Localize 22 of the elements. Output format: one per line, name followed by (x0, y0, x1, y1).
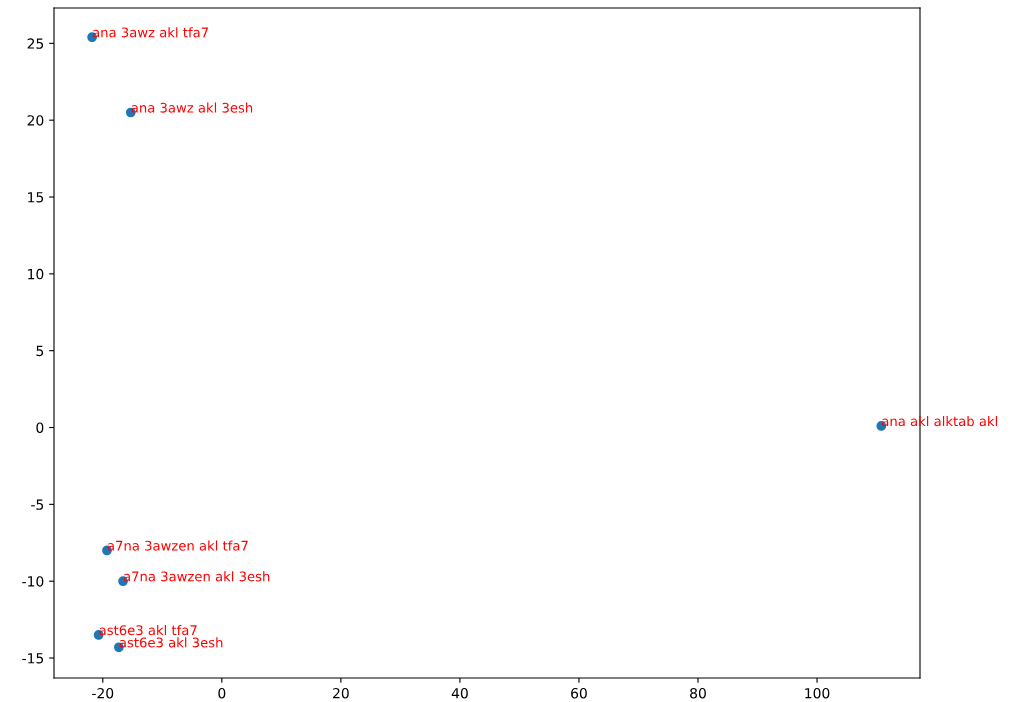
y-tick-label: -5 (31, 499, 44, 510)
x-tick-label: 100 (805, 687, 830, 699)
x-tick-label: 20 (333, 687, 349, 699)
y-tick-label: 15 (28, 192, 44, 203)
x-tick-label: 80 (690, 687, 706, 699)
y-tick-label: 20 (27, 115, 44, 126)
y-tick-label: -10 (22, 576, 44, 587)
annotation: ast6e3 akl 3esh (119, 637, 223, 648)
y-tick-label: 0 (36, 422, 44, 433)
annotation: ana 3awz akl 3esh (131, 102, 253, 113)
annotation: a7na 3awzen akl 3esh (123, 571, 270, 582)
y-tick-label: 25 (27, 38, 44, 49)
y-tick-label: 5 (36, 345, 44, 357)
x-tick-label: 40 (451, 687, 468, 699)
annotation: a7na 3awzen akl tfa7 (107, 540, 248, 551)
x-tick-label: 60 (571, 687, 587, 699)
y-tick-label: -15 (22, 653, 44, 664)
annotation: ana 3awz akl tfa7 (92, 27, 208, 38)
x-tick-label: -20 (92, 687, 114, 699)
annotation: ast6e3 akl tfa7 (99, 624, 197, 636)
y-tick-label: 10 (28, 268, 44, 280)
x-tick-label: 0 (218, 687, 226, 699)
